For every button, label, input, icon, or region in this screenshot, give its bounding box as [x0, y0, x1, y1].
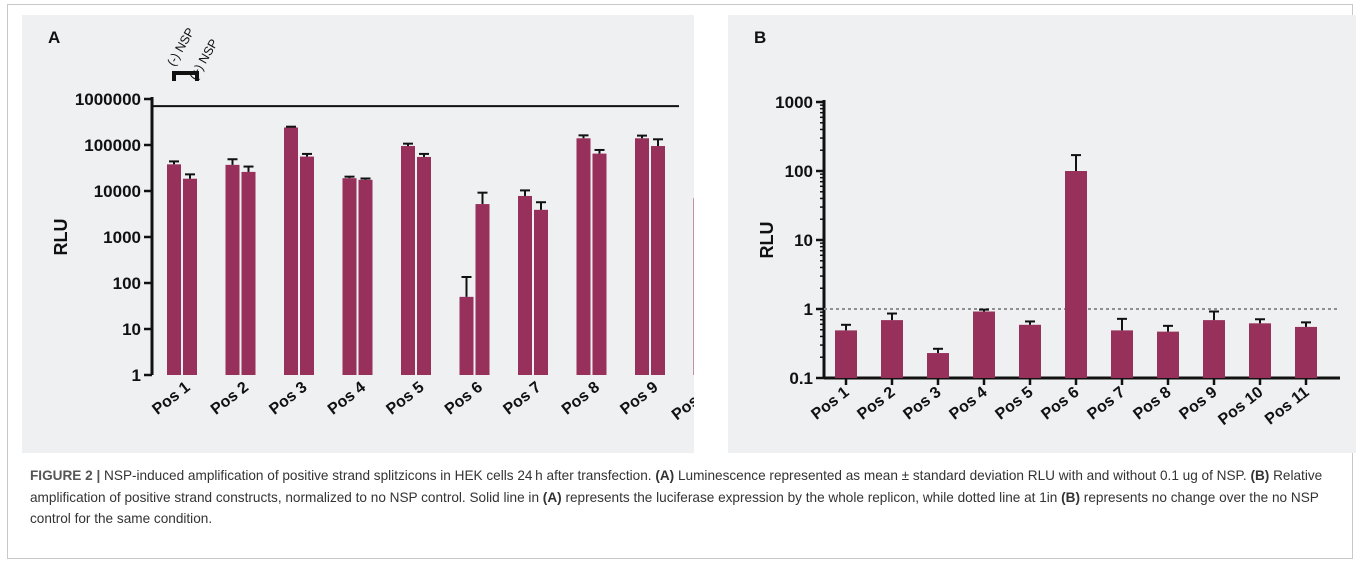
panel-b-bar	[1111, 330, 1133, 378]
panel-b-bar	[1157, 331, 1179, 378]
caption-ref-b-2: (B)	[1061, 489, 1081, 505]
panel-b-category-label: Pos 10	[1215, 384, 1266, 429]
panel-a-bar	[241, 171, 256, 375]
panel-a-y-tick-label: 100	[113, 274, 141, 293]
panel-a-bar	[401, 146, 415, 375]
panel-a-legend-minus-nsp: (-) NSP	[164, 25, 197, 68]
panel-b-bar	[1065, 171, 1087, 378]
panel-a-category-label: Pos 2	[208, 379, 252, 419]
panel-a-category-label: Pos 9	[617, 379, 661, 419]
panel-b-bar	[881, 320, 903, 378]
panel-a-category-label: Pos 7	[500, 379, 544, 419]
panel-a-bar	[576, 138, 591, 375]
panel-b: B RLU 0.1 1 10 100 1000 Pos 1 Pos 2 Pos 3 Pos 4 Pos…	[728, 15, 1356, 453]
panel-a-category-label: Pos 1	[149, 379, 193, 419]
panel-b-label: B	[754, 28, 766, 47]
panel-a-bar	[459, 296, 474, 375]
panel-a-y-tick-label: 1	[132, 366, 141, 385]
panel-a-bar	[358, 179, 373, 375]
panel-a-category-label: Pos 6	[442, 379, 486, 419]
panel-a-legend-plus-nsp: (+) NSP	[186, 37, 221, 83]
panel-b-y-tick-label: 10	[794, 231, 813, 250]
panel-b-bar	[835, 330, 857, 378]
panel-b-y-tick-label: 100	[785, 162, 813, 181]
panel-a-ylabel: RLU	[51, 219, 71, 256]
figure-frame: A RLU 1 10 100 1000 10000 100000 1000000 Pos 1 Pos…	[7, 4, 1356, 559]
panel-a-bar	[534, 209, 548, 375]
figure-caption: FIGURE 2 | NSP-induced amplification of …	[30, 465, 1350, 530]
panel-a-bar	[284, 127, 298, 375]
caption-text-4: represents the luciferase expression by …	[561, 489, 1062, 505]
panel-a-category-label: Pos 8	[559, 379, 603, 419]
panel-b-category-label: Pos 6	[1038, 384, 1082, 424]
caption-text-3: Relative amplification of positive stran…	[30, 468, 1323, 505]
panel-b-bar	[1295, 326, 1317, 378]
panel-a-bar	[417, 156, 431, 375]
panel-b-y-tick-label: 1000	[775, 93, 813, 112]
panel-a: A RLU 1 10 100 1000 10000 100000 1000000 Pos 1 Pos…	[22, 15, 694, 453]
panel-a-bar	[592, 153, 607, 375]
panel-a-y-tick-label: 100000	[84, 136, 141, 155]
panel-a-chart: A RLU 1 10 100 1000 10000 100000 1000000 Pos 1 Pos…	[48, 25, 694, 424]
panel-b-category-label: Pos 8	[1130, 384, 1174, 424]
caption-ref-a: (A)	[655, 468, 675, 483]
panel-a-category-label: Pos 4	[325, 379, 369, 419]
caption-ref-b: (B)	[1250, 468, 1270, 483]
panel-b-ylabel: RLU	[757, 222, 777, 259]
panel-b-bar	[927, 353, 949, 378]
panel-a-bar	[693, 198, 694, 375]
panel-a-y-tick-label: 10	[122, 320, 141, 339]
caption-text-1: NSP-induced amplification of positive st…	[100, 468, 656, 483]
panel-b-bar	[973, 311, 995, 378]
panel-a-category-label: Pos 3	[266, 379, 310, 419]
caption-figure-label: FIGURE 2 |	[30, 468, 101, 483]
panel-b-category-label: Pos 11	[1262, 384, 1313, 429]
panel-b-category-label: Pos 3	[900, 384, 944, 424]
panel-a-category-label: Pos 10	[669, 379, 694, 424]
panel-b-category-label: Pos 5	[992, 384, 1036, 424]
panel-a-legend-bracket	[172, 71, 199, 81]
panel-a-bar	[635, 138, 649, 375]
panel-b-y-tick-label: 1	[804, 300, 813, 319]
panel-a-category-label: Pos 5	[383, 379, 427, 419]
panel-b-category-label: Pos 9	[1176, 384, 1220, 424]
caption-text-2: Luminescence represented as mean ± stand…	[674, 468, 1251, 483]
panel-a-y-tick-label: 1000	[103, 228, 141, 247]
panel-b-y-tick-label: 0.1	[789, 369, 813, 388]
panel-b-category-label: Pos 1	[808, 384, 852, 424]
caption-ref-a-2: (A)	[542, 489, 562, 505]
panel-a-y-tick-label: 1000000	[75, 90, 141, 109]
panel-a-bar	[342, 178, 357, 375]
panel-a-bar	[300, 156, 314, 375]
panel-a-bar	[518, 195, 532, 375]
panel-a-bar	[225, 164, 240, 375]
caption-text-5: represents no change over the no NSP con…	[30, 489, 1319, 527]
panel-a-bar	[475, 204, 490, 375]
panel-a-bar	[167, 164, 181, 375]
panel-b-category-label: Pos 4	[946, 384, 990, 424]
panel-b-bar	[1019, 324, 1041, 378]
panel-b-bar	[1249, 323, 1271, 378]
panel-a-label: A	[48, 28, 60, 47]
panel-a-bar	[651, 146, 665, 375]
panel-b-category-label: Pos 7	[1084, 384, 1128, 424]
panel-b-category-label: Pos 2	[854, 384, 898, 424]
panel-b-bar	[1203, 320, 1225, 378]
panel-a-y-tick-label: 10000	[94, 182, 141, 201]
panel-a-bar	[183, 178, 197, 375]
